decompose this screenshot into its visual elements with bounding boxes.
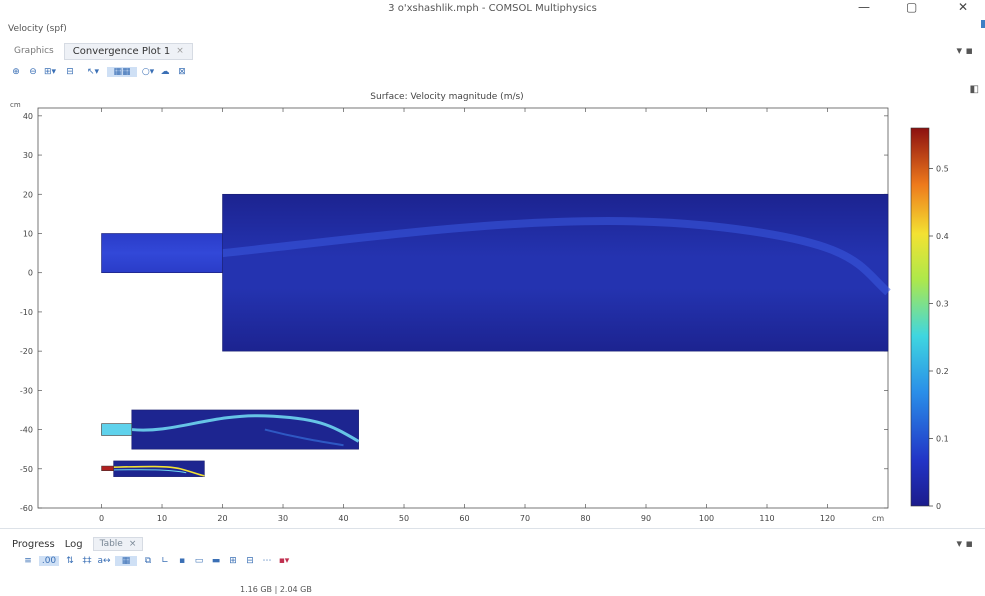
mid-jet-band	[131, 414, 360, 443]
colorbar-ticks: 0.5 0.4 0.3 0.2 0.1 0	[929, 165, 949, 511]
window-title: 3 o'xshashlik.mph - COMSOL Multiphysics	[388, 3, 597, 14]
tab-log[interactable]: Log	[64, 538, 83, 550]
mid-jet-secondary	[264, 428, 344, 447]
x-tick-label: 100	[699, 514, 714, 523]
panel-menu-icon[interactable]: ▾ ▪	[956, 44, 973, 57]
x-tick-label: 70	[520, 514, 530, 523]
table-full-precision-icon[interactable]: ‡‡	[82, 556, 92, 566]
mid-inlet-domain	[101, 423, 133, 436]
colorbar-tick-label: 0.2	[936, 367, 949, 376]
print-icon[interactable]: ⊠	[178, 67, 186, 77]
x-axis: 0 10 20 30 40 50 60 70 80 90 100 110 120	[99, 108, 835, 523]
y-tick-label: 40	[23, 112, 33, 121]
small-chamber-domain	[113, 460, 205, 477]
colorbar-tick-label: 0.4	[936, 232, 949, 241]
x-tick-label: 0	[99, 514, 104, 523]
x-tick-label: 60	[459, 514, 469, 523]
table-precision-icon[interactable]: .00	[39, 556, 59, 566]
table-more-icon[interactable]: ▪▾	[278, 556, 290, 566]
colorbar-tick-label: 0.1	[936, 435, 949, 444]
small-inlet-domain	[101, 465, 114, 471]
y-tick-label: 10	[23, 229, 33, 238]
main-inlet-domain	[101, 233, 223, 274]
close-icon[interactable]: ×	[176, 46, 184, 56]
table-sort-icon[interactable]: ⇅	[66, 556, 74, 566]
plot-title-group: Surface: Velocity magnitude (m/s)	[370, 92, 523, 102]
x-axis-unit: cm	[872, 514, 884, 523]
bottom-tab-bar: Progress Log Table ×	[12, 535, 144, 553]
table-save-icon[interactable]: ▬	[211, 556, 221, 566]
main-chamber-domain	[222, 193, 889, 352]
tab-convergence-plot[interactable]: Convergence Plot 1 ×	[63, 42, 193, 60]
colorbar-scale	[910, 127, 930, 507]
x-tick-label: 40	[338, 514, 348, 523]
x-tick-label: 90	[641, 514, 651, 523]
close-icon[interactable]: ×	[128, 539, 137, 549]
bottom-panel-menu-icon[interactable]: ▾ ▪	[956, 537, 973, 550]
side-panel-indicator[interactable]	[981, 20, 985, 28]
tab-table-label: Table	[99, 539, 123, 549]
table-export-icon[interactable]: ▪	[178, 556, 186, 566]
small-jet-secondary	[113, 469, 187, 474]
table-plot-icon[interactable]: ∟	[161, 556, 169, 566]
table-auto-icon[interactable]: a↔	[97, 556, 111, 566]
tab-convergence-plot-label: Convergence Plot 1	[72, 45, 171, 57]
tab-progress[interactable]: Progress	[12, 538, 55, 550]
main-jet-band	[222, 216, 891, 296]
tab-table[interactable]: Table ×	[92, 537, 144, 551]
tab-graphics[interactable]: Graphics	[14, 46, 54, 56]
y-tick-label: -60	[20, 504, 33, 513]
velocity-surface	[101, 193, 891, 477]
table-columns-icon[interactable]: ⊞	[229, 556, 237, 566]
y-tick-label: -50	[20, 465, 33, 474]
x-tick-label: 120	[820, 514, 835, 523]
select-icon[interactable]: ↖▾	[86, 67, 100, 77]
x-tick-label: 50	[399, 514, 409, 523]
minimize-button[interactable]: —	[858, 0, 870, 14]
graphics-tab-bar: Graphics Convergence Plot 1 ×	[8, 42, 193, 60]
x-tick-label: 30	[278, 514, 288, 523]
colorbar-tick-label: 0.5	[936, 165, 949, 174]
panel-divider[interactable]	[0, 528, 985, 529]
table-copy-icon[interactable]: ⧉	[144, 556, 152, 566]
table-filter-icon[interactable]: ⊟	[246, 556, 254, 566]
table-format-icon[interactable]: ≡	[24, 556, 32, 566]
zoom-dropdown-icon[interactable]: ⊞▾	[43, 67, 57, 77]
y-tick-label: 30	[23, 151, 33, 160]
close-button[interactable]: ✕	[958, 0, 969, 14]
graphics-canvas[interactable]: Surface: Velocity magnitude (m/s) cm 40 3…	[0, 86, 985, 526]
y-axis-unit: cm	[10, 101, 21, 109]
small-jet-band	[113, 465, 205, 477]
x-tick-label: 110	[759, 514, 774, 523]
y-tick-label: 0	[28, 269, 33, 278]
zoom-box-icon[interactable]: ⊕	[12, 67, 20, 77]
graphics-toolbar: ⊕ ⊖ ⊞▾ ⊟ ↖▾ ▦▦ ○▾ ☁ ⊠	[10, 64, 188, 80]
maximize-button[interactable]: ▢	[906, 0, 918, 14]
x-tick-label: 20	[217, 514, 227, 523]
axes-icon[interactable]: ⊟	[66, 67, 74, 77]
title-bar: 3 o'xshashlik.mph - COMSOL Multiphysics …	[0, 0, 985, 20]
render-icon[interactable]: ▦▦	[107, 67, 137, 77]
y-tick-label: -10	[20, 308, 33, 317]
x-tick-label: 80	[580, 514, 590, 523]
zoom-extents-icon[interactable]: ⊖	[29, 67, 37, 77]
y-tick-label: -30	[20, 386, 33, 395]
x-tick-label: 10	[157, 514, 167, 523]
model-node-label: Velocity (spf)	[8, 24, 67, 34]
y-tick-label: -20	[20, 347, 33, 356]
camera-icon[interactable]: ☁	[160, 67, 170, 77]
y-tick-label: -40	[20, 426, 33, 435]
table-toolbar: ≡ .00 ⇅ ‡‡ a↔ ▦ ⧉ ∟ ▪ ▭ ▬ ⊞ ⊟ ⋯ ▪▾	[22, 556, 290, 566]
y-tick-label: 20	[23, 190, 33, 199]
memory-usage: 1.16 GB | 2.04 GB	[240, 585, 312, 594]
table-clear-icon[interactable]: ▭	[194, 556, 204, 566]
plot-title: Surface: Velocity magnitude (m/s)	[370, 92, 523, 102]
colorbar: 0.5 0.4 0.3 0.2 0.1 0	[910, 127, 949, 511]
colorbar-tick-label: 0.3	[936, 300, 949, 309]
colorbar-tick-label: 0	[936, 502, 941, 511]
side-panel-icon[interactable]: ◧	[969, 84, 979, 95]
table-settings-icon[interactable]: ⋯	[262, 556, 272, 566]
table-graph-icon[interactable]: ▦	[115, 556, 137, 566]
scene-light-icon[interactable]: ○▾	[141, 67, 155, 77]
